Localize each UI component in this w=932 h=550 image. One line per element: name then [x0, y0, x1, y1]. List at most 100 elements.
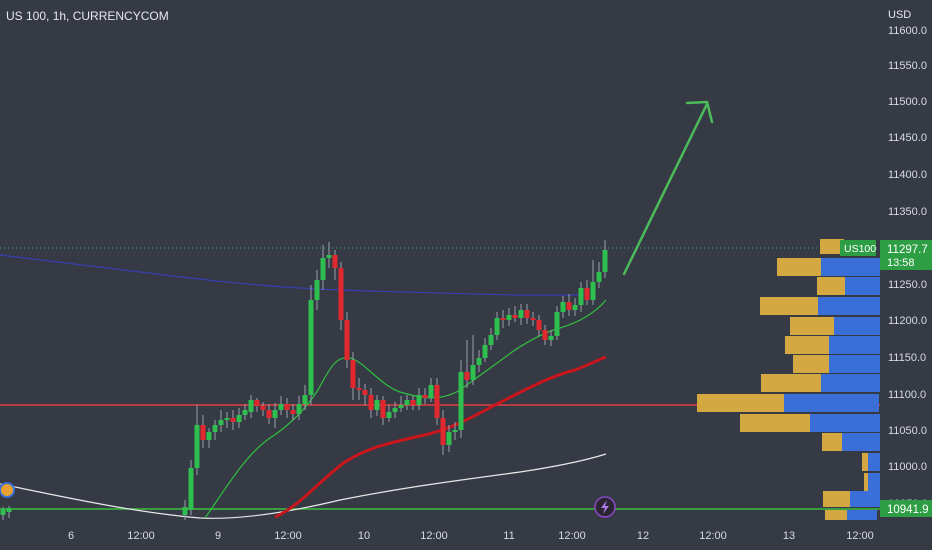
volume-profile-buy-bar [810, 414, 880, 432]
candle-up[interactable] [428, 385, 434, 398]
volume-profile-sell-bar [823, 491, 850, 507]
symbol-tag-label: US100 [844, 243, 876, 255]
candle-up[interactable] [212, 425, 218, 432]
volume-profile-sell-bar [740, 414, 810, 432]
candle-down[interactable] [290, 410, 296, 414]
candle-up[interactable] [416, 395, 422, 405]
candle-up[interactable] [308, 300, 314, 395]
candle-up[interactable] [272, 410, 278, 418]
candle-up[interactable] [518, 310, 524, 318]
candle-down[interactable] [368, 395, 374, 410]
candle-down[interactable] [530, 318, 536, 320]
candle-up[interactable] [218, 420, 224, 425]
candle-up[interactable] [590, 282, 596, 300]
candle-down[interactable] [344, 320, 350, 360]
candle-up[interactable] [476, 358, 482, 365]
candle-up[interactable] [242, 410, 248, 415]
price-tick-label: 11500.0 [888, 96, 927, 108]
candle-up[interactable] [296, 404, 302, 414]
last-price-badge [880, 240, 932, 270]
candle-down[interactable] [542, 330, 548, 340]
candle-down[interactable] [350, 360, 356, 388]
candle-up[interactable] [392, 408, 398, 412]
candle-down[interactable] [410, 400, 416, 405]
candle-down[interactable] [566, 302, 572, 310]
candle-down[interactable] [500, 318, 506, 320]
volume-profile-buy-bar [784, 394, 879, 412]
price-tick-label: 11400.0 [888, 169, 927, 181]
volume-profile-buy-bar [850, 491, 880, 507]
candle-up[interactable] [554, 312, 560, 336]
time-axis[interactable] [0, 522, 880, 550]
candle-down[interactable] [254, 400, 260, 406]
candle-up[interactable] [182, 507, 188, 515]
candle-up[interactable] [248, 400, 254, 412]
candle-up[interactable] [404, 400, 410, 405]
time-tick-label: 12:00 [699, 530, 727, 542]
candle-up[interactable] [236, 415, 242, 422]
candle-up[interactable] [206, 432, 212, 440]
candle-up[interactable] [6, 508, 12, 512]
candle-down[interactable] [284, 404, 290, 410]
volume-profile-buy-bar [829, 336, 880, 354]
candle-down[interactable] [362, 390, 368, 395]
candle-down[interactable] [200, 425, 206, 440]
candle-up[interactable] [548, 336, 554, 340]
time-tick-label: 10 [358, 530, 370, 542]
candle-down[interactable] [464, 372, 470, 380]
candle-up[interactable] [596, 272, 602, 282]
candle-up[interactable] [398, 405, 404, 408]
volume-profile-sell-bar [825, 510, 847, 520]
candle-up[interactable] [194, 425, 200, 468]
candle-up[interactable] [452, 430, 458, 432]
candle-up[interactable] [560, 302, 566, 312]
candle-up[interactable] [494, 318, 500, 335]
candle-up[interactable] [320, 258, 326, 280]
candle-up[interactable] [458, 372, 464, 430]
candle-down[interactable] [434, 385, 440, 418]
event-marker-icon[interactable] [0, 482, 15, 498]
candle-down[interactable] [536, 320, 542, 330]
candle-down[interactable] [512, 315, 518, 318]
candle-up[interactable] [326, 255, 332, 258]
candlesticks[interactable] [0, 240, 608, 520]
candle-up[interactable] [374, 400, 380, 410]
candle-up[interactable] [446, 432, 452, 445]
candle-down[interactable] [380, 400, 386, 418]
moving-average-blue [0, 254, 585, 296]
lightning-icon[interactable] [594, 496, 616, 518]
candle-down[interactable] [440, 418, 446, 445]
candle-up[interactable] [470, 365, 476, 380]
candle-up[interactable] [0, 509, 6, 515]
volume-profile-buy-bar [829, 355, 880, 373]
candle-up[interactable] [224, 418, 230, 420]
candle-down[interactable] [584, 288, 590, 300]
candle-down[interactable] [260, 406, 266, 410]
candle-up[interactable] [482, 345, 488, 358]
candle-down[interactable] [524, 310, 530, 318]
candle-up[interactable] [314, 280, 320, 300]
candle-up[interactable] [506, 315, 512, 320]
candle-up[interactable] [602, 250, 608, 272]
candle-up[interactable] [578, 288, 584, 305]
candle-up[interactable] [488, 335, 494, 345]
candle-up[interactable] [278, 404, 284, 410]
candle-down[interactable] [266, 410, 272, 418]
candle-down[interactable] [332, 255, 338, 268]
volume-profile-sell-bar [793, 355, 829, 373]
candle-up[interactable] [386, 412, 392, 418]
candle-down[interactable] [356, 388, 362, 390]
candle-down[interactable] [338, 268, 344, 320]
candle-up[interactable] [572, 305, 578, 310]
volume-profile-sell-bar [817, 277, 845, 295]
candle-up[interactable] [188, 468, 194, 510]
arrow-up-right-icon[interactable] [622, 100, 714, 276]
candle-up[interactable] [302, 395, 308, 404]
volume-profile-sell-bar [761, 374, 821, 392]
price-axis[interactable] [880, 0, 932, 550]
volume-profile-buy-bar [821, 258, 880, 276]
price-tick-label: 11250.0 [888, 279, 927, 291]
candle-down[interactable] [230, 418, 236, 422]
candle-down[interactable] [422, 395, 428, 398]
